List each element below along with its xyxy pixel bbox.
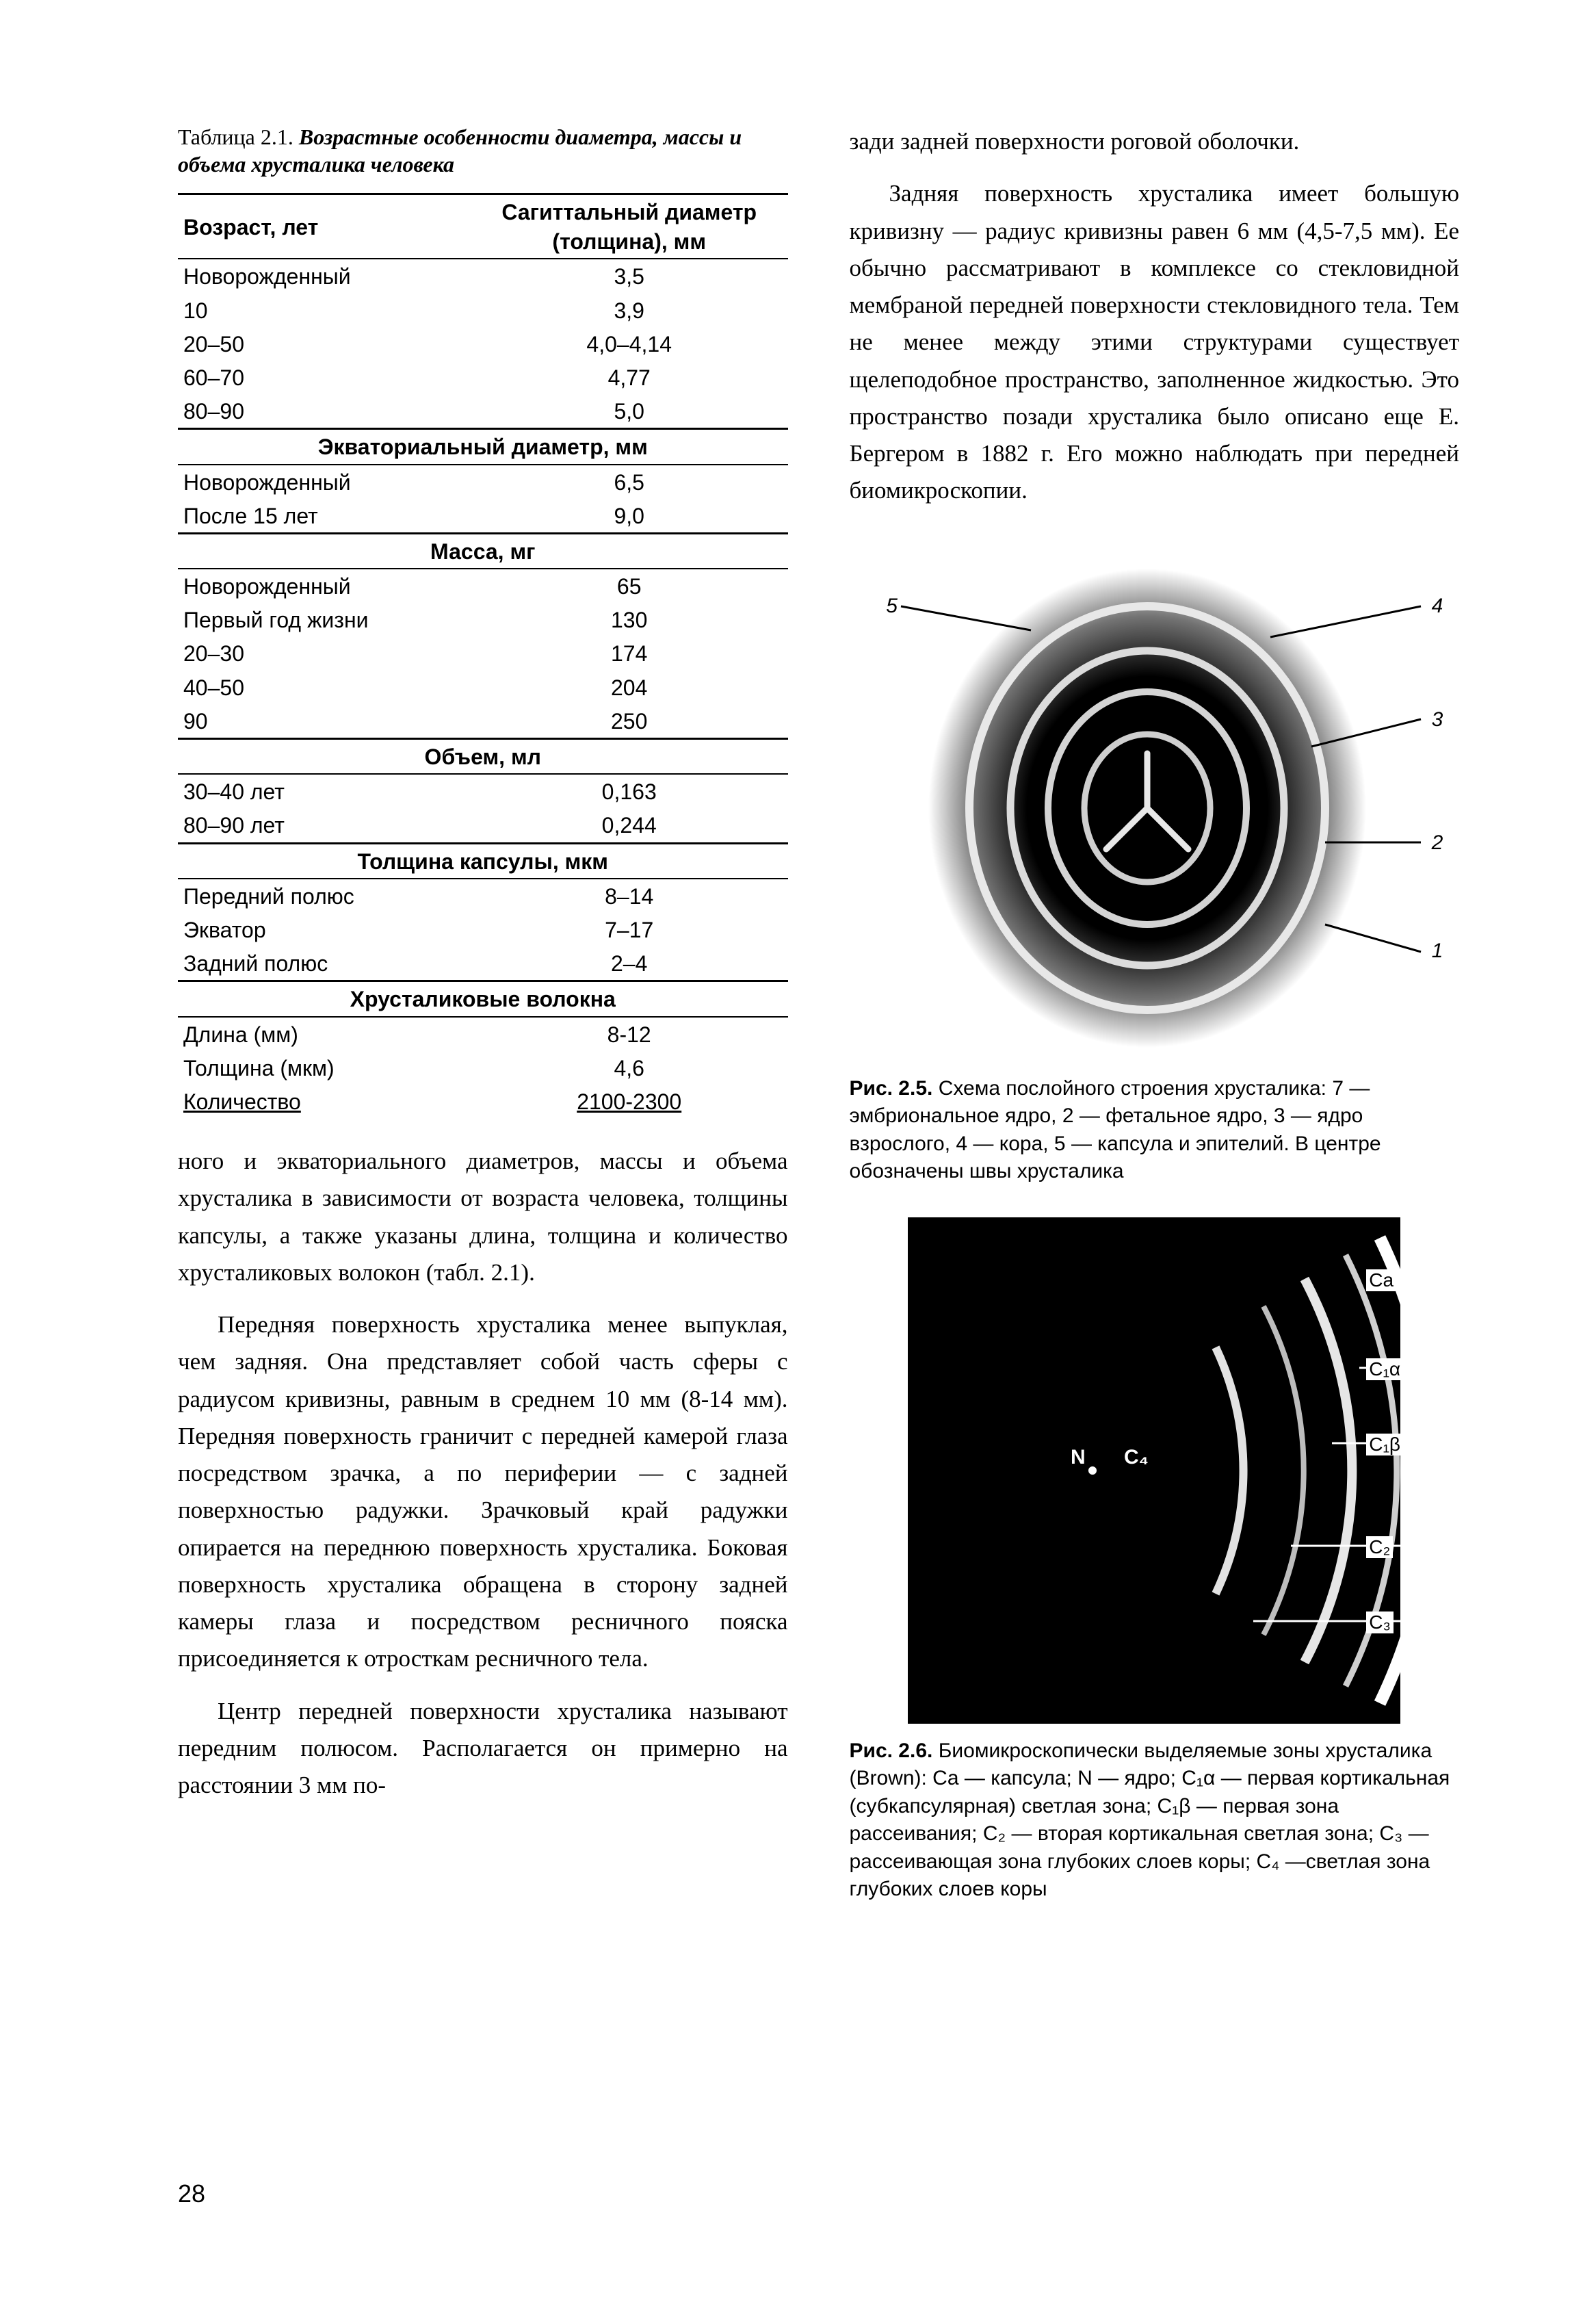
figure-2-5: 1 2 3 4 5 Рис. 2.5. Схема послойного стр… xyxy=(850,541,1460,1186)
table-row-value: 4,0–4,14 xyxy=(471,327,788,361)
fig26-label-C2: C₂ xyxy=(1366,1536,1393,1558)
table-row-value: 2100-2300 xyxy=(471,1085,788,1118)
table-subheader: Толщина капсулы, мкм xyxy=(178,843,788,879)
fig25-label-3: 3 xyxy=(1432,708,1443,732)
table-subheader: Масса, мг xyxy=(178,533,788,569)
table-row-value: 0,163 xyxy=(471,774,788,808)
table-subheader: Экваториальный диаметр, мм xyxy=(178,429,788,465)
table-subheader: Объем, мл xyxy=(178,739,788,775)
page: Таблица 2.1. Возрастные особенности диам… xyxy=(0,0,1596,2304)
figure-2-6: N C₄ Ca C₁α xyxy=(850,1217,1460,1904)
figure-2-6-image: N C₄ Ca C₁α xyxy=(860,1217,1448,1724)
lens-schema-svg xyxy=(860,541,1448,1061)
table-row-label: Новорожденный xyxy=(178,465,471,499)
fig26-label-C3: C₃ xyxy=(1366,1611,1394,1633)
fig26-label-Ca: Ca xyxy=(1366,1269,1396,1291)
para-right-1: зади задней поверхности роговой оболочки… xyxy=(850,123,1460,160)
table-row-value: 8–14 xyxy=(471,879,788,913)
table-row-value: 250 xyxy=(471,704,788,739)
svg-text:N: N xyxy=(1071,1446,1086,1468)
fig25-label-2: 2 xyxy=(1432,831,1443,855)
table-row-value: 8-12 xyxy=(471,1017,788,1051)
table-row-value: 204 xyxy=(471,671,788,704)
table-row-label: 20–50 xyxy=(178,327,471,361)
table-row-label: 80–90 лет xyxy=(178,808,471,843)
table-row-label: 30–40 лет xyxy=(178,774,471,808)
para-right-2: Задняя поверхность хрусталика имеет боль… xyxy=(850,175,1460,509)
table-row-value: 130 xyxy=(471,603,788,636)
table-row-label: 90 xyxy=(178,704,471,739)
fig25-label-4: 4 xyxy=(1432,595,1443,618)
table-row-label: 10 xyxy=(178,294,471,327)
table-row-value: 5,0 xyxy=(471,394,788,429)
table-row-label: После 15 лет xyxy=(178,499,471,534)
table-row-label: 80–90 xyxy=(178,394,471,429)
table-row-label: Толщина (мкм) xyxy=(178,1051,471,1085)
table-row-label: 40–50 xyxy=(178,671,471,704)
table-body: Новорожденный3,5103,920–504,0–4,1460–704… xyxy=(178,259,788,1118)
para-left-2: Передняя поверхность хрусталика менее вы… xyxy=(178,1306,788,1678)
table-header-col2: Сагиттальный диаметр (толщина), мм xyxy=(471,194,788,259)
para-left-3: Центр передней поверхности хрусталика на… xyxy=(178,1693,788,1804)
left-body-text: ного и экваториального диаметров, массы … xyxy=(178,1143,788,1804)
fig25-label-5: 5 xyxy=(886,595,898,618)
table-row-label: Количество xyxy=(178,1085,471,1118)
table-row-label: Передний полюс xyxy=(178,879,471,913)
table-row-value: 4,77 xyxy=(471,361,788,394)
fig25-label-1: 1 xyxy=(1432,940,1443,963)
table-row-label: Первый год жизни xyxy=(178,603,471,636)
figure-2-5-caption: Рис. 2.5. Схема послойного строения хрус… xyxy=(850,1075,1460,1186)
table-row-label: 20–30 xyxy=(178,636,471,670)
right-body-text: зади задней поверхности роговой оболочки… xyxy=(850,123,1460,510)
table-row-label: 60–70 xyxy=(178,361,471,394)
table-row-label: Длина (мм) xyxy=(178,1017,471,1051)
table-header-col1: Возраст, лет xyxy=(178,194,471,259)
para-left-1: ного и экваториального диаметров, массы … xyxy=(178,1143,788,1291)
figure-2-5-image: 1 2 3 4 5 xyxy=(860,541,1448,1061)
table-row-value: 9,0 xyxy=(471,499,788,534)
fig26-dark: N C₄ xyxy=(908,1217,1400,1724)
table-row-value: 3,5 xyxy=(471,259,788,293)
table-row-label: Новорожденный xyxy=(178,569,471,603)
table-row-label: Задний полюс xyxy=(178,946,471,981)
fig26-caption-text: Биомикроскопически выделяемые зоны хруст… xyxy=(850,1739,1450,1901)
columns: Таблица 2.1. Возрастные особенности диам… xyxy=(178,123,1459,2152)
svg-text:C₄: C₄ xyxy=(1124,1446,1149,1468)
table-row-value: 6,5 xyxy=(471,465,788,499)
table-row-value: 7–17 xyxy=(471,913,788,946)
table-row-label: Новорожденный xyxy=(178,259,471,293)
table-row-label: Экватор xyxy=(178,913,471,946)
page-number: 28 xyxy=(178,2179,1459,2208)
table-row-value: 174 xyxy=(471,636,788,670)
table-row-value: 3,9 xyxy=(471,294,788,327)
figure-2-6-caption: Рис. 2.6. Биомикроскопически выделяемые … xyxy=(850,1737,1460,1904)
table-row-value: 0,244 xyxy=(471,808,788,843)
table-row-value: 2–4 xyxy=(471,946,788,981)
table-row-value: 65 xyxy=(471,569,788,603)
fig25-number: Рис. 2.5. xyxy=(850,1077,933,1100)
table-number: Таблица 2.1. xyxy=(178,125,293,149)
table-row-value: 4,6 xyxy=(471,1051,788,1085)
left-column: Таблица 2.1. Возрастные особенности диам… xyxy=(178,123,788,2152)
table-caption: Таблица 2.1. Возрастные особенности диам… xyxy=(178,123,788,178)
fig26-number: Рис. 2.6. xyxy=(850,1739,933,1762)
fig26-label-C1b: C₁β xyxy=(1366,1434,1403,1455)
fig26-label-C1a: C₁α xyxy=(1366,1358,1403,1380)
data-table: Возраст, лет Сагиттальный диаметр (толщи… xyxy=(178,193,788,1118)
right-column: зади задней поверхности роговой оболочки… xyxy=(850,123,1460,2152)
lens-zones-svg: N C₄ xyxy=(908,1217,1400,1724)
table-subheader: Хрусталиковые волокна xyxy=(178,981,788,1017)
